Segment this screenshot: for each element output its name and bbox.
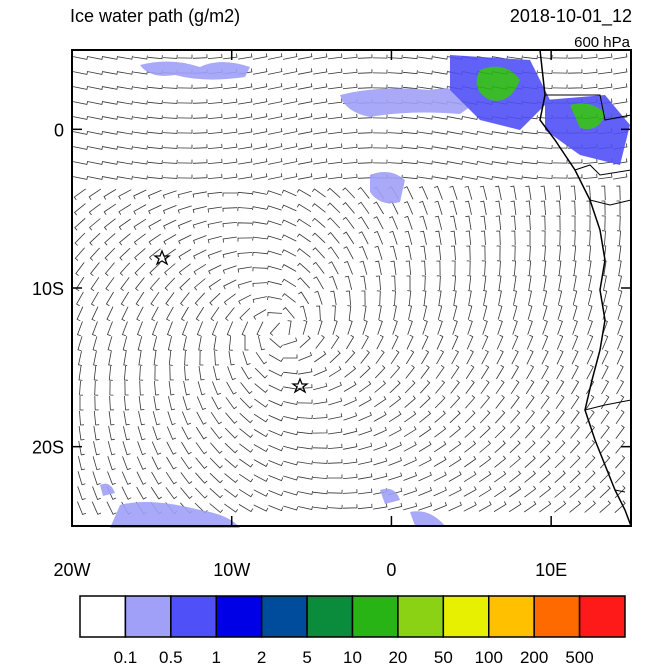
- barbs: [73, 53, 628, 516]
- title: Ice water path (g/m2): [70, 6, 240, 26]
- colorbar-box: [124, 595, 172, 638]
- x-tick-label: 20W: [53, 560, 90, 580]
- cloud-patches: [100, 55, 630, 528]
- date: 2018-10-01_12: [510, 6, 632, 27]
- colorbar-label: 2: [257, 648, 266, 667]
- y-tick-label: 20S: [32, 438, 64, 458]
- colorbar-box: [351, 595, 399, 638]
- colorbar-box: [397, 595, 445, 638]
- x-tick-label: 0: [386, 560, 396, 580]
- markers: [153, 249, 309, 394]
- colorbar-label: 20: [388, 648, 407, 667]
- colorbar-box: [442, 595, 490, 638]
- colorbar-box: [306, 595, 354, 638]
- wind-barbs: [73, 53, 628, 516]
- colorbar-box: [170, 595, 217, 638]
- colorbar-box: [215, 595, 263, 638]
- coastline: [539, 49, 632, 527]
- level: 600 hPa: [574, 34, 631, 51]
- colorbar-box: [533, 595, 581, 638]
- x-tick-label: 10W: [213, 560, 250, 580]
- colorbar-label: 100: [475, 648, 503, 667]
- colorbar-box: [488, 595, 535, 638]
- colorbar-box: [260, 595, 308, 638]
- colorbar-label: 200: [520, 648, 548, 667]
- colorbar-label: 1: [212, 648, 221, 667]
- colorbar-box: [578, 595, 626, 638]
- colorbar-label: 5: [302, 648, 311, 667]
- x-tick-label: 10E: [535, 560, 567, 580]
- y-tick-label: 0: [54, 120, 64, 140]
- colorbar-box: [79, 595, 127, 638]
- borders: [545, 94, 632, 493]
- colorbar-label: 500: [565, 648, 593, 667]
- colorbar-label: 10: [343, 648, 362, 667]
- y-tick-label: 10S: [32, 279, 64, 299]
- colorbar-label: 0.5: [159, 648, 183, 667]
- colorbar-label: 50: [434, 648, 453, 667]
- colorbar-label: 0.1: [114, 648, 138, 667]
